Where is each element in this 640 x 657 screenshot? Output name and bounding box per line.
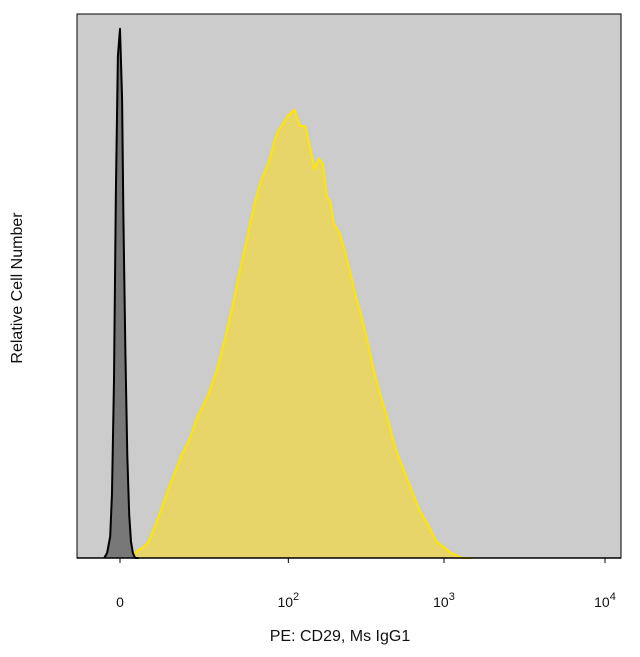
x-tick-label: 103 [433, 591, 455, 610]
x-tick-label: 0 [116, 594, 124, 610]
x-tick-label: 102 [277, 591, 299, 610]
x-axis-label: PE: CD29, Ms IgG1 [270, 628, 411, 645]
stained-histogram-area [131, 109, 473, 559]
y-axis-label: Relative Cell Number [9, 212, 26, 364]
x-tick-layer: 0 102 103 104 [116, 558, 616, 610]
x-tick-label: 104 [594, 591, 616, 610]
stained-histogram-line [130, 108, 473, 559]
control-histogram-area [104, 28, 139, 559]
series-layer [103, 27, 473, 559]
control-histogram-line [103, 27, 139, 559]
